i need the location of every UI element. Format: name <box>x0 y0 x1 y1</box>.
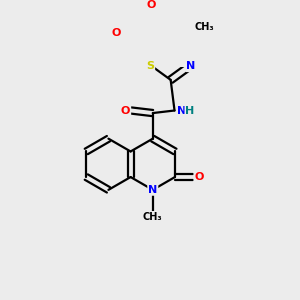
Text: N: N <box>148 185 158 195</box>
Text: O: O <box>111 28 121 38</box>
Text: O: O <box>146 0 156 10</box>
Text: O: O <box>121 106 130 116</box>
Text: S: S <box>146 61 154 71</box>
Text: N: N <box>186 61 196 71</box>
Text: H: H <box>185 106 195 116</box>
Text: CH₃: CH₃ <box>143 212 163 222</box>
Text: N: N <box>177 106 186 116</box>
Text: CH₃: CH₃ <box>195 22 214 32</box>
Text: O: O <box>194 172 204 182</box>
